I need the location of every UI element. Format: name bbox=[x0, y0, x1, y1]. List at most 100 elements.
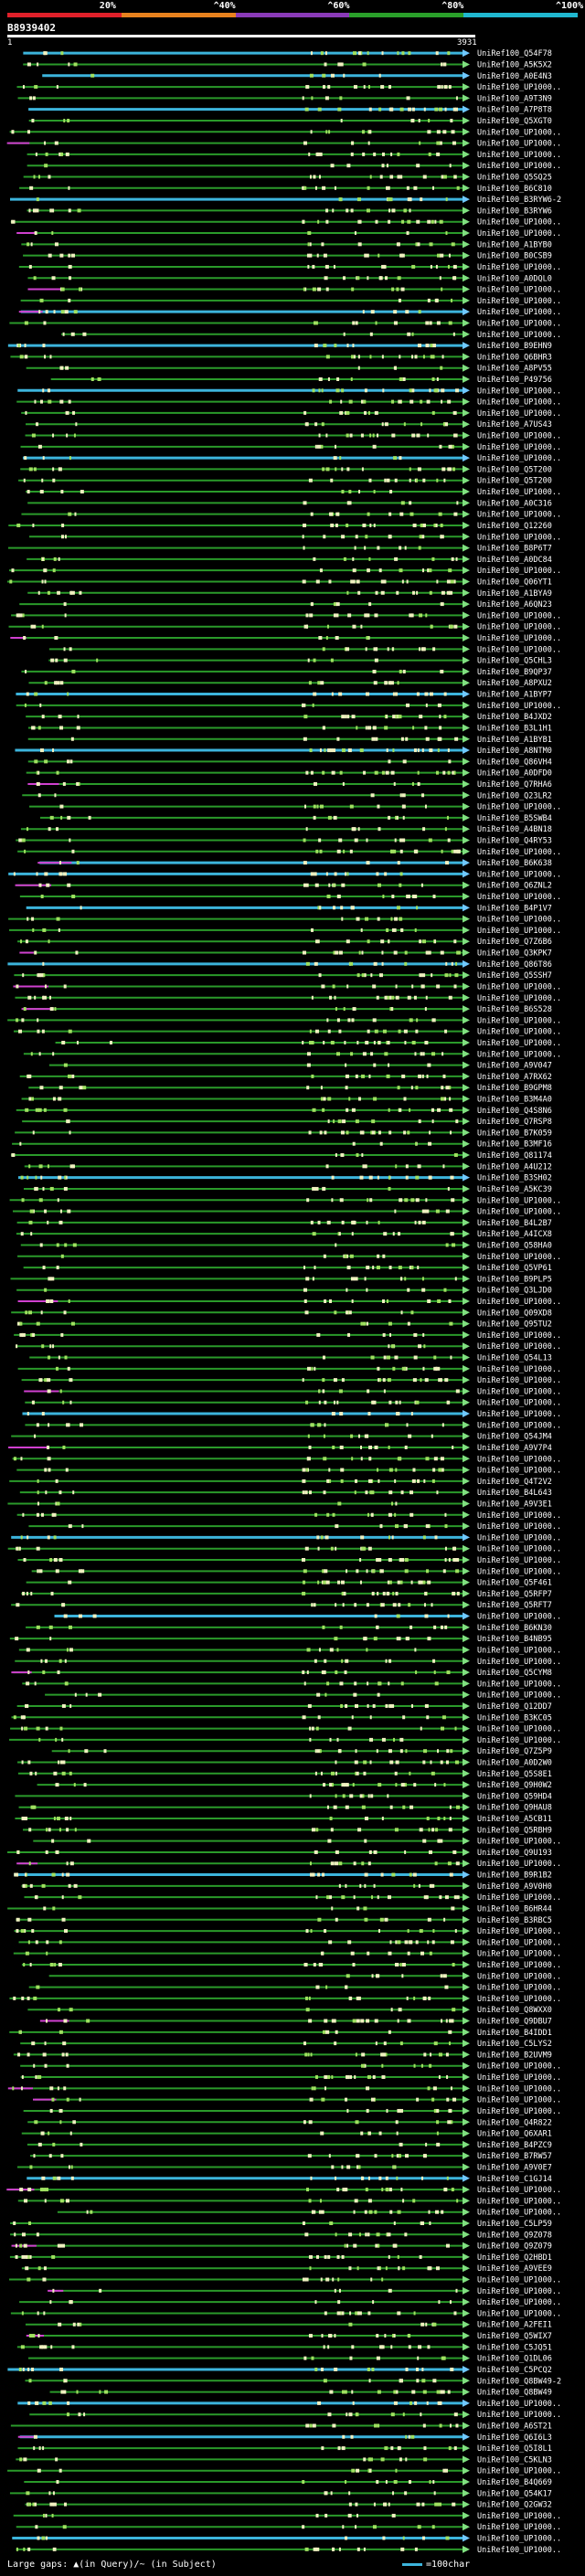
alignment-row[interactable]: UniRef100_B3RBC5 bbox=[16, 1915, 552, 1925]
alignment-row[interactable]: UniRef100_A5CB11 bbox=[15, 1815, 552, 1824]
alignment-row[interactable]: UniRef100_UP1000.. bbox=[17, 1364, 562, 1374]
alignment-row[interactable]: UniRef100_Q7Z6B6 bbox=[17, 938, 552, 947]
alignment-row[interactable]: UniRef100_UP1000.. bbox=[10, 217, 561, 228]
alignment-row[interactable]: UniRef100_UP1000.. bbox=[28, 1983, 561, 1993]
alignment-row[interactable]: UniRef100_Q9HAU8 bbox=[18, 1803, 552, 1813]
alignment-row[interactable]: UniRef100_UP1000.. bbox=[16, 1511, 561, 1521]
alignment-row[interactable]: UniRef100_C5KLN3 bbox=[16, 2455, 552, 2465]
alignment-row[interactable]: UniRef100_B4JXD2 bbox=[26, 713, 552, 722]
alignment-row[interactable]: UniRef100_C5LYS2 bbox=[20, 2040, 552, 2049]
alignment-row[interactable]: UniRef100_B4IDD1 bbox=[9, 2028, 552, 2038]
alignment-row[interactable]: UniRef100_B6HR44 bbox=[7, 1904, 552, 1913]
alignment-row[interactable]: UniRef100_UP1000.. bbox=[16, 701, 561, 711]
alignment-row[interactable]: UniRef100_B8P6T7 bbox=[7, 544, 552, 554]
alignment-row[interactable]: UniRef100_UP1000.. bbox=[9, 128, 562, 137]
alignment-row[interactable]: UniRef100_Q4T2V2 bbox=[9, 1477, 552, 1487]
alignment-row[interactable]: UniRef100_B4NB95 bbox=[9, 1635, 552, 1644]
alignment-row[interactable]: UniRef100_B6K638 bbox=[37, 859, 552, 868]
alignment-row[interactable]: UniRef100_UP1000.. bbox=[12, 2534, 561, 2544]
alignment-row[interactable]: UniRef100_UP1000.. bbox=[12, 1207, 561, 1217]
alignment-row[interactable]: UniRef100_UP1000.. bbox=[21, 408, 561, 419]
alignment-row[interactable]: UniRef100_UP1000.. bbox=[33, 1837, 561, 1847]
alignment-row[interactable]: UniRef100_Q06YT1 bbox=[7, 578, 552, 587]
alignment-row[interactable]: UniRef100_UP1000.. bbox=[17, 2399, 561, 2409]
alignment-row[interactable]: UniRef100_UP1000.. bbox=[20, 2073, 562, 2083]
alignment-row[interactable]: UniRef100_UP1000.. bbox=[16, 83, 561, 92]
alignment-row[interactable]: UniRef100_Q5VP61 bbox=[23, 1264, 552, 1273]
alignment-row[interactable]: UniRef100_UP1000.. bbox=[17, 2197, 561, 2206]
alignment-row[interactable]: UniRef100_UP1000.. bbox=[10, 634, 561, 643]
alignment-row[interactable]: UniRef100_Q2GW32 bbox=[25, 2500, 552, 2510]
alignment-row[interactable]: UniRef100_Q9Z079 bbox=[11, 2242, 552, 2252]
alignment-row[interactable]: UniRef100_Q8BW49 bbox=[49, 2388, 552, 2398]
alignment-row[interactable]: UniRef100_UP1000.. bbox=[24, 1893, 561, 1903]
alignment-row[interactable]: UniRef100_B9GPM8 bbox=[28, 1084, 552, 1093]
alignment-row[interactable]: UniRef100_B3SH02 bbox=[17, 1173, 552, 1183]
alignment-row[interactable]: UniRef100_Q5SQ25 bbox=[23, 173, 552, 183]
alignment-row[interactable]: UniRef100_UP1000.. bbox=[11, 1533, 561, 1542]
alignment-row[interactable]: UniRef100_Q6ZNL2 bbox=[15, 881, 552, 891]
alignment-row[interactable]: UniRef100_UP1000.. bbox=[18, 1646, 561, 1655]
alignment-row[interactable]: UniRef100_Q6XAR1 bbox=[21, 2129, 552, 2139]
alignment-row[interactable]: UniRef100_UP1000.. bbox=[13, 982, 561, 991]
alignment-row[interactable]: UniRef100_B2UVM9 bbox=[13, 2051, 552, 2060]
alignment-row[interactable]: UniRef100_A9T3N9 bbox=[17, 94, 552, 103]
alignment-row[interactable]: UniRef100_UP1000.. bbox=[7, 1016, 561, 1025]
alignment-row[interactable]: UniRef100_A1BYA9 bbox=[27, 588, 552, 599]
alignment-row[interactable]: UniRef100_Q7RHA6 bbox=[27, 779, 552, 790]
alignment-row[interactable]: UniRef100_A0DFD0 bbox=[26, 769, 552, 779]
alignment-row[interactable]: UniRef100_Q5T200 bbox=[20, 465, 552, 474]
alignment-row[interactable]: UniRef100_UP1000.. bbox=[7, 2084, 561, 2094]
alignment-row[interactable]: UniRef100_Q5CHL3 bbox=[48, 656, 552, 666]
alignment-row[interactable]: UniRef100_UP1000.. bbox=[16, 398, 561, 408]
alignment-row[interactable]: UniRef100_UP1000.. bbox=[27, 150, 562, 160]
alignment-row[interactable]: UniRef100_A9VEE9 bbox=[21, 2264, 552, 2274]
alignment-row[interactable]: UniRef100_A9V7P4 bbox=[8, 1443, 552, 1453]
alignment-row[interactable]: UniRef100_UP1000.. bbox=[9, 319, 561, 328]
alignment-row[interactable]: UniRef100_UP1000.. bbox=[18, 262, 561, 272]
alignment-row[interactable]: UniRef100_UP1000.. bbox=[33, 2095, 561, 2105]
alignment-row[interactable]: UniRef100_UP1000.. bbox=[29, 2411, 561, 2420]
alignment-row[interactable]: UniRef100_A4BN18 bbox=[20, 825, 552, 834]
alignment-row[interactable]: UniRef100_A0D2W0 bbox=[17, 1758, 552, 1768]
alignment-row[interactable]: UniRef100_UP1000.. bbox=[31, 1567, 561, 1576]
alignment-row[interactable]: UniRef100_Q9Z078 bbox=[10, 2231, 552, 2240]
alignment-row[interactable]: UniRef100_UP1000.. bbox=[10, 2309, 561, 2318]
alignment-row[interactable]: UniRef100_Q3LJD0 bbox=[16, 1286, 552, 1296]
alignment-row[interactable]: UniRef100_Q59HD4 bbox=[15, 1792, 552, 1801]
alignment-row[interactable]: UniRef100_A2FEI1 bbox=[25, 2320, 552, 2330]
alignment-row[interactable]: UniRef100_A5KC39 bbox=[23, 1184, 552, 1194]
alignment-row[interactable]: UniRef100_UP1000.. bbox=[24, 1387, 561, 1396]
alignment-row[interactable]: UniRef100_A4ICX8 bbox=[16, 1230, 552, 1239]
alignment-row[interactable]: UniRef100_UP1000.. bbox=[27, 285, 561, 295]
alignment-row[interactable]: UniRef100_UP1000.. bbox=[17, 1252, 561, 1262]
alignment-row[interactable]: UniRef100_Q95TU2 bbox=[16, 1320, 552, 1330]
alignment-row[interactable]: UniRef100_Q5CYM8 bbox=[11, 1669, 552, 1678]
alignment-row[interactable]: UniRef100_A1BYP7 bbox=[16, 690, 552, 700]
alignment-row[interactable]: UniRef100_UP1000.. bbox=[13, 2511, 561, 2521]
alignment-row[interactable]: UniRef100_UP1000.. bbox=[16, 2545, 562, 2555]
alignment-row[interactable]: UniRef100_UP1000.. bbox=[14, 1927, 562, 1936]
alignment-row[interactable]: UniRef100_UP1000.. bbox=[9, 1735, 561, 1745]
alignment-row[interactable]: UniRef100_Q86VH4 bbox=[27, 758, 552, 767]
alignment-row[interactable]: UniRef100_A0C316 bbox=[27, 499, 552, 508]
alignment-row[interactable]: UniRef100_B7K059 bbox=[15, 1129, 552, 1138]
alignment-row[interactable]: UniRef100_UP1000.. bbox=[16, 229, 561, 239]
alignment-row[interactable]: UniRef100_Q4S8N6 bbox=[16, 1106, 552, 1116]
alignment-row[interactable]: UniRef100_B3M4A0 bbox=[21, 1095, 552, 1105]
alignment-row[interactable]: UniRef100_UP1000.. bbox=[22, 1680, 561, 1689]
alignment-row[interactable]: UniRef100_UP1000.. bbox=[9, 1196, 562, 1205]
alignment-row[interactable]: UniRef100_UP1000.. bbox=[11, 611, 561, 620]
alignment-row[interactable]: UniRef100_UP1000.. bbox=[16, 1466, 561, 1476]
alignment-row[interactable]: UniRef100_UP1000.. bbox=[21, 510, 561, 520]
alignment-row[interactable]: UniRef100_UP1000.. bbox=[20, 442, 562, 452]
alignment-row[interactable]: UniRef100_UP1000.. bbox=[8, 870, 561, 879]
alignment-row[interactable]: UniRef100_Q12260 bbox=[8, 521, 552, 531]
alignment-row[interactable]: UniRef100_B4PZC9 bbox=[27, 2140, 552, 2150]
alignment-row[interactable]: UniRef100_B3RYW6-2 bbox=[9, 196, 561, 205]
alignment-row[interactable]: UniRef100_B3KC05 bbox=[11, 1713, 552, 1723]
alignment-row[interactable]: UniRef100_A0E4N3 bbox=[42, 71, 552, 81]
alignment-row[interactable]: UniRef100_B9R1B2 bbox=[14, 1871, 552, 1881]
alignment-row[interactable]: UniRef100_UP1000.. bbox=[28, 1522, 561, 1532]
alignment-row[interactable]: UniRef100_A8PV55 bbox=[26, 364, 552, 374]
